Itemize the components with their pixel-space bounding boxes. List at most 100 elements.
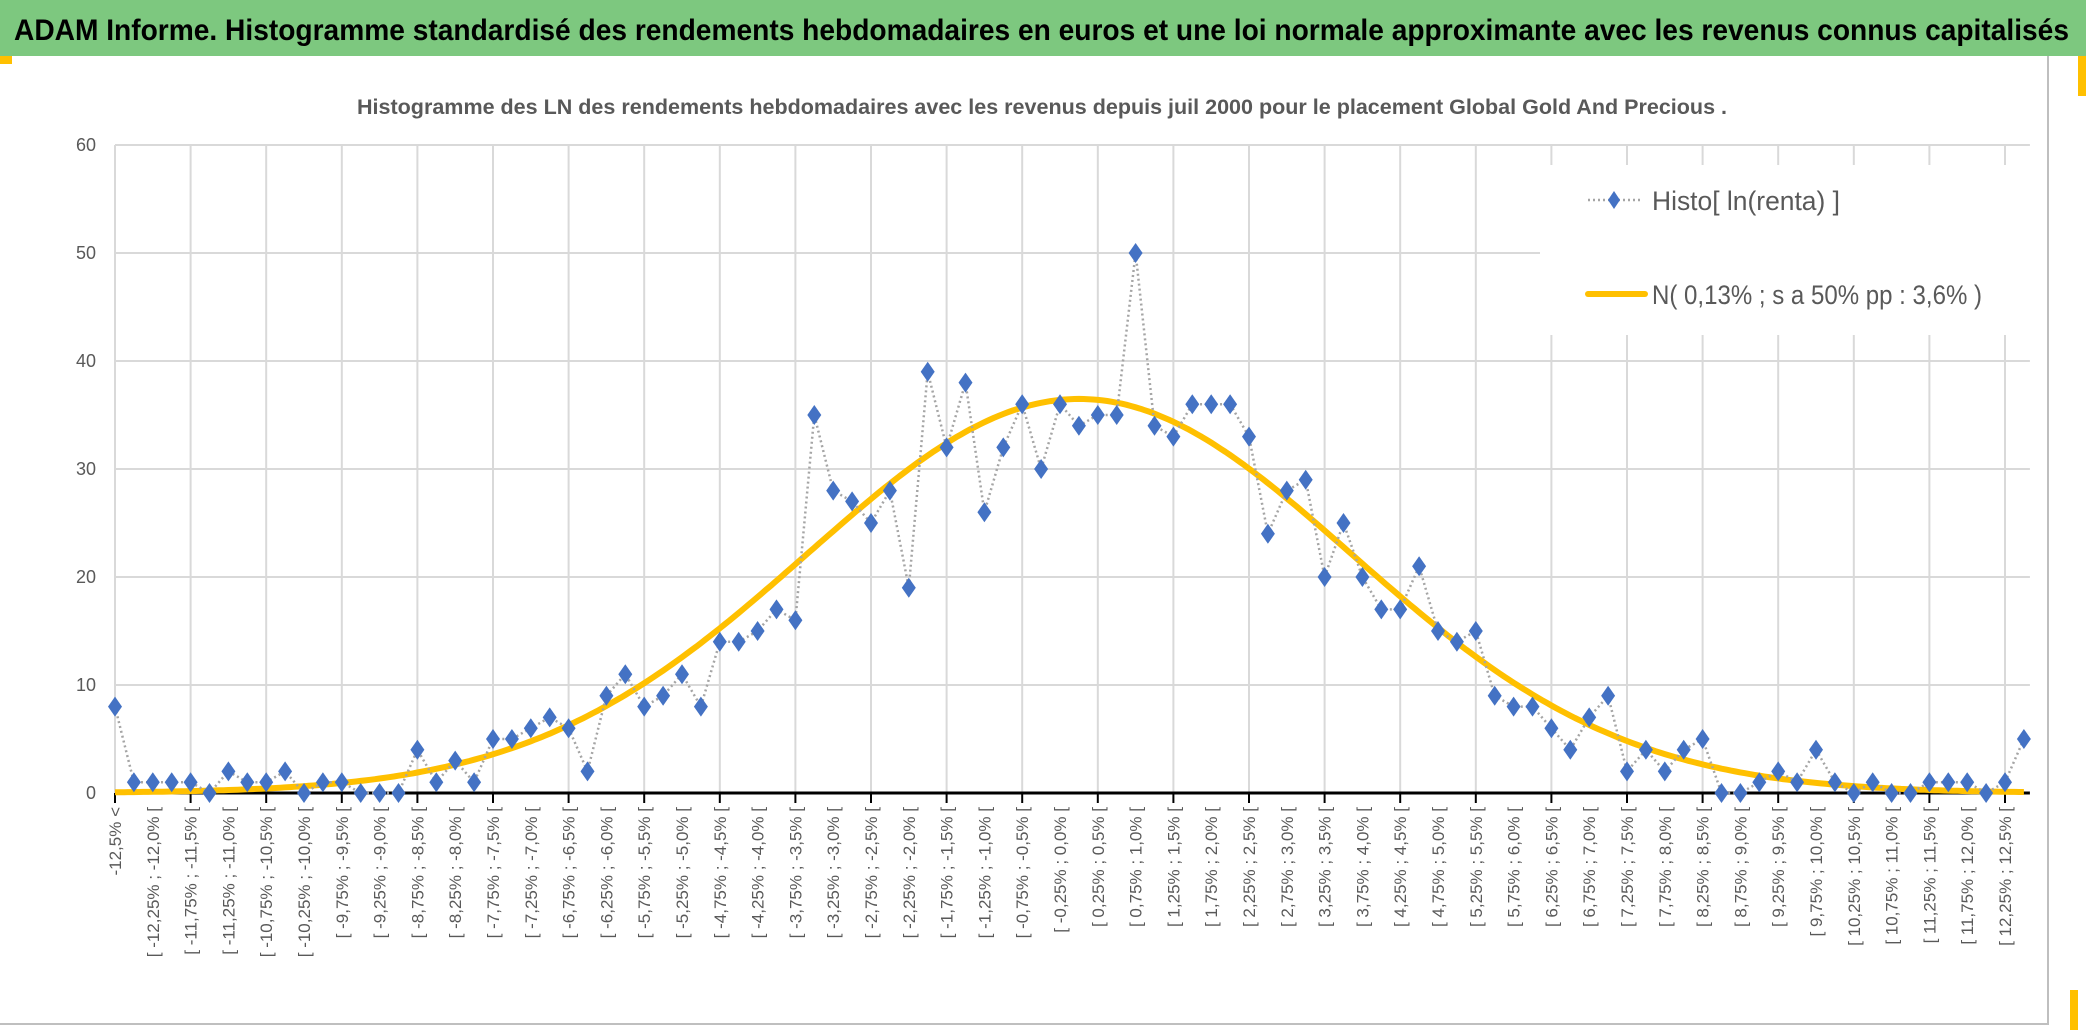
histo-point-marker	[920, 361, 935, 382]
histo-point-marker	[1374, 599, 1389, 620]
selection-handle-right-top[interactable]	[2078, 56, 2086, 96]
histo-point-marker	[1128, 243, 1143, 263]
histo-point-marker	[1279, 480, 1294, 501]
histo-point-marker	[1053, 394, 1067, 415]
x-tick-label: [ -7,75% ; -7,5% [	[484, 807, 503, 939]
histo-point-marker	[1525, 696, 1540, 717]
histo-point-marker	[1090, 405, 1105, 425]
histo-point-marker	[542, 707, 557, 728]
histo-point-marker	[202, 783, 217, 803]
histo-point-marker	[1468, 621, 1483, 641]
chart-border-right	[2047, 56, 2049, 1024]
histo-point-marker	[1185, 394, 1200, 415]
chart-title: Histogramme des LN des rendements hebdom…	[357, 96, 1727, 119]
histo-point-marker	[580, 761, 595, 782]
x-tick-label: [ 8,75% ; 9,0% [	[1731, 807, 1750, 927]
histo-point-marker	[901, 577, 916, 598]
x-tick-label: [ -9,25% ; -9,0% [	[371, 807, 390, 939]
histo-point-marker	[240, 772, 255, 793]
x-tick-label: [ -10,75% ; -10,5% [	[257, 807, 276, 958]
histo-point-marker	[1071, 415, 1086, 436]
histo-point-marker	[1582, 707, 1597, 728]
histo-point-marker	[1487, 685, 1502, 706]
x-tick-label: [ -0,25% ; 0,0% [	[1051, 807, 1070, 933]
histo-point-marker	[108, 696, 122, 717]
histo-point-marker	[882, 480, 897, 501]
histo-point-marker	[1223, 394, 1238, 415]
histo-point-marker	[1695, 729, 1710, 749]
histo-point-marker	[1998, 772, 2012, 793]
histo-point-marker	[618, 664, 633, 685]
x-tick-label: [ 2,25% ; 2,5% [	[1240, 807, 1259, 927]
x-tick-label: [ -1,25% ; -1,0% [	[975, 807, 994, 939]
histo-point-marker	[845, 491, 860, 512]
x-tick-label: [ 1,75% ; 2,0% [	[1202, 807, 1221, 927]
histo-point-marker	[183, 772, 198, 793]
histo-point-marker	[334, 772, 349, 793]
histo-point-marker	[864, 513, 878, 533]
histo-point-marker	[1922, 772, 1937, 793]
selection-handle-top-left[interactable]	[0, 56, 12, 64]
histo-point-marker	[1903, 783, 1918, 803]
y-tick-label: 20	[76, 567, 96, 587]
x-tick-label: [ -2,25% ; -2,0% [	[900, 807, 919, 939]
y-tick-label: 60	[76, 135, 96, 155]
x-tick-label: [ 11,75% ; 12,0% [	[1958, 807, 1977, 945]
histo-point-marker	[731, 631, 746, 652]
histo-point-marker	[1620, 761, 1634, 782]
histo-point-marker	[391, 783, 406, 803]
histo-point-marker	[1601, 685, 1616, 706]
x-tick-label: [ -4,75% ; -4,5% [	[711, 807, 730, 939]
histo-point-marker	[1147, 415, 1162, 436]
x-tick-label: [ 3,25% ; 3,5% [	[1316, 807, 1335, 927]
selection-handle-right-bottom[interactable]	[2070, 990, 2078, 1030]
chart-border-bottom	[0, 1023, 2049, 1025]
histo-point-marker	[1790, 772, 1805, 793]
legend-normal-label: N( 0,13% ; s a 50% pp : 3,6% )	[1652, 280, 1982, 310]
x-tick-label: [ -6,75% ; -6,5% [	[560, 807, 579, 939]
histo-point-marker	[448, 750, 463, 771]
x-tick-label: [ -1,75% ; -1,5% [	[938, 807, 957, 939]
x-tick-label: [ 6,75% ; 7,0% [	[1580, 807, 1599, 927]
histo-point-marker	[1412, 556, 1427, 577]
histo-point-marker	[769, 599, 784, 620]
histo-point-marker	[1355, 567, 1370, 587]
x-tick-label: [ 10,75% ; 11,0% [	[1883, 807, 1902, 945]
x-tick-label: [ 5,75% ; 6,0% [	[1505, 807, 1524, 927]
histo-point-marker	[523, 718, 538, 739]
x-tick-label: [ 9,25% ; 9,5% [	[1769, 807, 1788, 927]
histo-point-marker	[1771, 761, 1786, 782]
x-tick-label: [ 1,25% ; 1,5% [	[1164, 807, 1183, 927]
x-tick-label: [ -11,25% ; -11,0% [	[219, 807, 238, 955]
x-tick-label: [ -7,25% ; -7,0% [	[522, 807, 541, 939]
histo-point-marker	[807, 405, 822, 425]
histo-point-marker	[372, 783, 387, 803]
histo-point-marker	[1846, 783, 1861, 803]
histo-point-marker	[1317, 567, 1332, 587]
histo-point-marker	[1657, 761, 1672, 782]
x-tick-label: [ -3,75% ; -3,5% [	[786, 807, 805, 939]
histo-point-marker	[1827, 772, 1842, 793]
x-tick-label: [ -4,25% ; -4,0% [	[749, 807, 768, 939]
histo-point-marker	[486, 729, 500, 749]
histo-point-marker	[750, 621, 765, 641]
header-title: ADAM Informe. Histogramme standardisé de…	[14, 14, 2069, 47]
histo-point-marker	[467, 772, 482, 793]
x-tick-label: [ -9,75% ; -9,5% [	[333, 807, 352, 939]
x-tick-label: [ 9,75% ; 10,0% [	[1807, 807, 1826, 937]
histo-point-marker	[429, 772, 444, 793]
histo-point-marker	[1506, 696, 1521, 717]
y-tick-label: 40	[76, 351, 96, 371]
histo-point-marker	[1204, 394, 1219, 415]
histo-point-marker	[637, 696, 652, 717]
histo-point-marker	[656, 685, 671, 706]
histo-point-marker	[504, 729, 519, 749]
y-tick-label: 10	[76, 675, 96, 695]
y-tick-label: 50	[76, 243, 96, 263]
histo-point-marker	[221, 761, 236, 782]
histo-point-marker	[315, 772, 330, 793]
x-tick-label: [ 12,25% ; 12,5% [	[1996, 807, 2015, 946]
histo-point-marker	[410, 739, 425, 760]
histo-point-marker	[126, 772, 141, 793]
